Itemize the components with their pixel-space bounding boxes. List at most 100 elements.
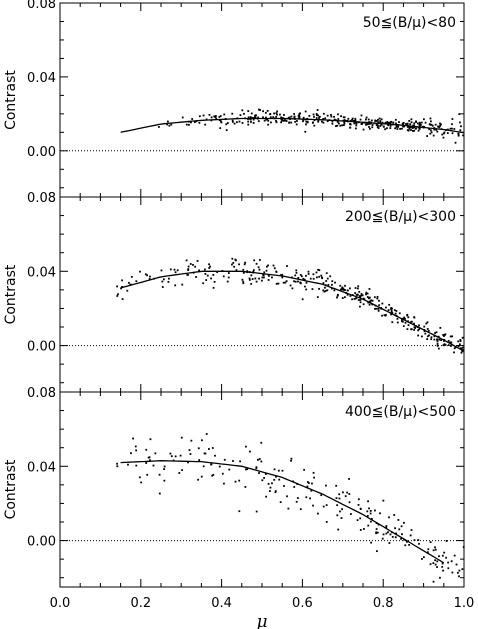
data-point	[427, 330, 430, 332]
data-point	[397, 519, 400, 521]
data-point	[438, 126, 441, 129]
data-point	[322, 118, 325, 120]
data-point	[338, 493, 341, 496]
data-point	[258, 277, 261, 280]
data-point	[359, 507, 362, 510]
data-point	[342, 124, 345, 127]
data-point	[295, 123, 298, 126]
data-point	[288, 121, 290, 124]
data-point	[411, 127, 414, 129]
panel-3: 0.00 0.04 0.08 Contrast 400≦(B/μ)<500 0.0 0.2 0…	[3, 386, 474, 629]
data-point	[208, 267, 211, 269]
data-point	[252, 118, 255, 121]
data-point	[286, 265, 288, 267]
fit-curve	[120, 270, 465, 352]
data-point	[389, 121, 392, 124]
data-point	[400, 319, 403, 322]
data-point	[293, 486, 296, 488]
data-point	[358, 290, 361, 293]
data-point	[397, 125, 400, 128]
data-point	[297, 277, 300, 279]
data-point	[434, 548, 437, 551]
data-point	[379, 125, 382, 127]
data-point	[212, 473, 215, 476]
data-point	[426, 338, 429, 340]
data-point	[281, 469, 284, 472]
data-point	[325, 504, 328, 507]
data-point	[241, 122, 244, 124]
data-point	[356, 293, 359, 296]
data-point	[458, 569, 461, 572]
data-point	[232, 261, 235, 264]
data-point	[166, 120, 169, 123]
data-point	[303, 468, 306, 471]
data-point	[169, 268, 172, 271]
data-point	[395, 122, 397, 125]
data-point	[354, 287, 357, 289]
data-point	[210, 277, 212, 280]
data-point	[361, 123, 363, 125]
data-point	[339, 284, 342, 287]
data-point	[252, 269, 255, 272]
data-point	[442, 136, 445, 139]
data-point	[385, 525, 388, 527]
data-point	[447, 128, 449, 131]
data-point	[284, 281, 287, 284]
data-point	[462, 349, 465, 351]
data-point	[190, 439, 193, 442]
data-point	[336, 296, 338, 299]
data-point	[302, 120, 304, 123]
data-point	[422, 556, 425, 559]
data-point	[376, 550, 378, 553]
data-point	[267, 264, 270, 267]
data-point	[336, 514, 339, 517]
data-point	[426, 321, 429, 324]
data-point	[275, 116, 277, 118]
data-point	[410, 320, 413, 323]
data-point	[459, 129, 462, 132]
data-point	[325, 484, 327, 487]
data-point	[446, 132, 449, 134]
data-point	[377, 309, 380, 312]
data-point	[305, 120, 308, 123]
data-point	[436, 340, 439, 343]
data-point	[307, 482, 310, 484]
data-point	[313, 476, 315, 479]
data-point	[398, 121, 400, 123]
data-point	[392, 121, 395, 124]
data-point	[439, 122, 441, 125]
data-point	[116, 295, 119, 297]
data-point	[367, 524, 370, 527]
data-point	[389, 127, 392, 129]
data-point	[347, 117, 350, 120]
data-point	[401, 533, 403, 536]
data-point	[385, 306, 387, 309]
data-point	[409, 534, 412, 537]
data-point	[441, 565, 444, 568]
data-point	[280, 121, 282, 124]
data-point	[376, 531, 379, 534]
data-point	[312, 504, 314, 507]
data-point	[344, 289, 346, 291]
data-point	[443, 335, 445, 337]
data-point	[432, 549, 435, 552]
data-point	[457, 134, 460, 137]
data-point	[407, 316, 410, 319]
data-point	[208, 113, 211, 116]
data-point	[146, 473, 149, 476]
data-point	[167, 280, 170, 283]
data-point	[202, 465, 205, 468]
data-point	[208, 263, 210, 266]
data-point	[416, 122, 419, 125]
data-point	[379, 512, 381, 515]
data-point	[371, 124, 374, 126]
data-point	[275, 282, 278, 285]
data-point	[417, 334, 420, 337]
data-point	[353, 120, 355, 122]
data-point	[273, 478, 276, 481]
data-point	[348, 477, 350, 480]
data-point	[461, 568, 464, 571]
data-point	[402, 325, 405, 328]
data-point	[391, 321, 394, 324]
data-point	[257, 108, 260, 111]
